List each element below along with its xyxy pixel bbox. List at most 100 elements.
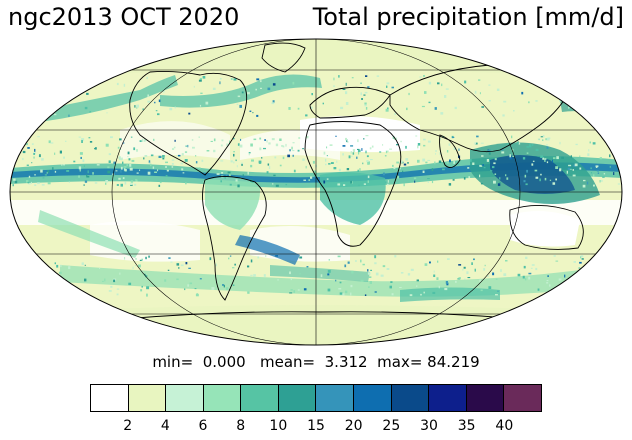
precip-speckle	[419, 76, 422, 78]
precip-speckle	[516, 142, 519, 144]
precip-speckle	[350, 284, 353, 288]
precip-speckle	[590, 172, 593, 174]
precip-speckle	[509, 154, 511, 158]
precip-speckle	[511, 135, 513, 139]
precip-speckle	[351, 77, 354, 79]
precip-speckle	[363, 138, 365, 140]
precip-speckle	[176, 155, 179, 157]
precip-speckle	[579, 155, 581, 157]
precip-speckle	[42, 177, 45, 179]
precip-speckle	[56, 264, 59, 268]
precip-speckle	[123, 83, 126, 87]
precip-speckle	[555, 80, 558, 83]
precip-speckle	[159, 181, 162, 184]
precip-speckle	[188, 267, 191, 269]
precip-speckle	[28, 264, 32, 267]
north-pacific-storm-track	[40, 75, 178, 122]
precip-speckle	[107, 170, 111, 174]
precip-speckle	[47, 181, 51, 185]
precip-speckle	[539, 178, 541, 182]
precip-speckle	[424, 263, 428, 266]
precip-speckle	[573, 164, 576, 167]
precip-speckle	[267, 87, 271, 91]
colorbar-tick-label: 40	[495, 418, 514, 434]
precip-speckle	[351, 155, 353, 157]
precip-speckle	[119, 158, 122, 161]
precip-speckle	[416, 285, 418, 287]
precip-speckle	[37, 182, 40, 185]
precip-speckle	[233, 153, 235, 157]
precip-speckle	[435, 150, 437, 152]
precip-speckle	[552, 75, 554, 78]
precip-speckle	[365, 150, 367, 154]
precip-speckle	[357, 149, 361, 153]
precip-speckle	[361, 98, 363, 100]
precip-speckle	[561, 156, 564, 159]
precip-speckle	[350, 151, 352, 154]
precip-speckle	[523, 265, 526, 269]
precip-speckle	[116, 184, 119, 186]
precip-speckle	[102, 79, 104, 81]
precip-speckle	[73, 160, 76, 163]
precip-speckle	[61, 279, 63, 283]
precip-speckle	[398, 168, 401, 170]
precip-speckle	[272, 100, 275, 103]
precip-speckle	[379, 151, 382, 153]
precip-speckle	[52, 167, 54, 170]
precip-speckle	[494, 173, 497, 175]
precip-speckle	[405, 145, 407, 149]
precip-speckle	[227, 171, 231, 174]
precip-speckle	[453, 147, 457, 150]
precip-speckle	[82, 159, 85, 163]
precip-speckle	[365, 135, 369, 137]
precip-speckle	[41, 290, 44, 292]
precip-speckle	[143, 139, 146, 142]
precip-speckle	[602, 267, 605, 270]
precip-speckle	[265, 255, 267, 257]
precip-speckle	[531, 143, 534, 146]
precip-speckle	[60, 264, 62, 268]
precip-speckle	[12, 184, 14, 187]
precip-speckle	[390, 281, 393, 283]
precip-speckle	[61, 289, 64, 291]
precip-speckle	[333, 167, 337, 170]
precip-speckle	[277, 279, 279, 281]
precip-speckle	[619, 167, 622, 171]
precip-speckle	[558, 86, 561, 89]
precip-speckle	[350, 145, 354, 147]
precip-speckle	[323, 180, 326, 184]
precip-speckle	[391, 86, 394, 89]
precip-speckle	[555, 166, 559, 169]
precip-speckle	[46, 88, 50, 91]
precip-speckle	[43, 100, 47, 103]
precip-speckle	[613, 84, 616, 86]
precip-speckle	[357, 139, 359, 143]
precip-speckle	[340, 106, 344, 110]
precip-speckle	[464, 80, 467, 84]
precip-speckle	[279, 164, 282, 167]
precip-speckle	[348, 155, 351, 159]
precip-speckle	[178, 267, 180, 269]
precip-speckle	[542, 139, 544, 141]
precip-speckle	[80, 156, 82, 159]
statistics-line: min= 0.000 mean= 3.312 max= 84.219	[0, 352, 632, 372]
precip-speckle	[224, 176, 226, 179]
precip-speckle	[148, 162, 151, 164]
colorbar-tick-label: 8	[236, 418, 246, 434]
precip-speckle	[141, 258, 143, 261]
precip-speckle	[345, 82, 347, 86]
precip-speckle	[338, 75, 340, 78]
precip-speckle	[448, 143, 451, 146]
precip-speckle	[403, 163, 407, 166]
precip-speckle	[546, 144, 548, 146]
precip-speckle	[330, 162, 334, 164]
precip-speckle	[499, 177, 501, 180]
precip-speckle	[311, 93, 313, 96]
precip-speckle	[531, 163, 534, 166]
gridline-lon-90	[111, 39, 521, 345]
itcz-band	[10, 156, 622, 188]
precip-speckle	[162, 155, 165, 158]
precip-speckle	[136, 149, 138, 152]
precip-speckle	[69, 292, 71, 294]
precip-speckle	[131, 159, 135, 162]
